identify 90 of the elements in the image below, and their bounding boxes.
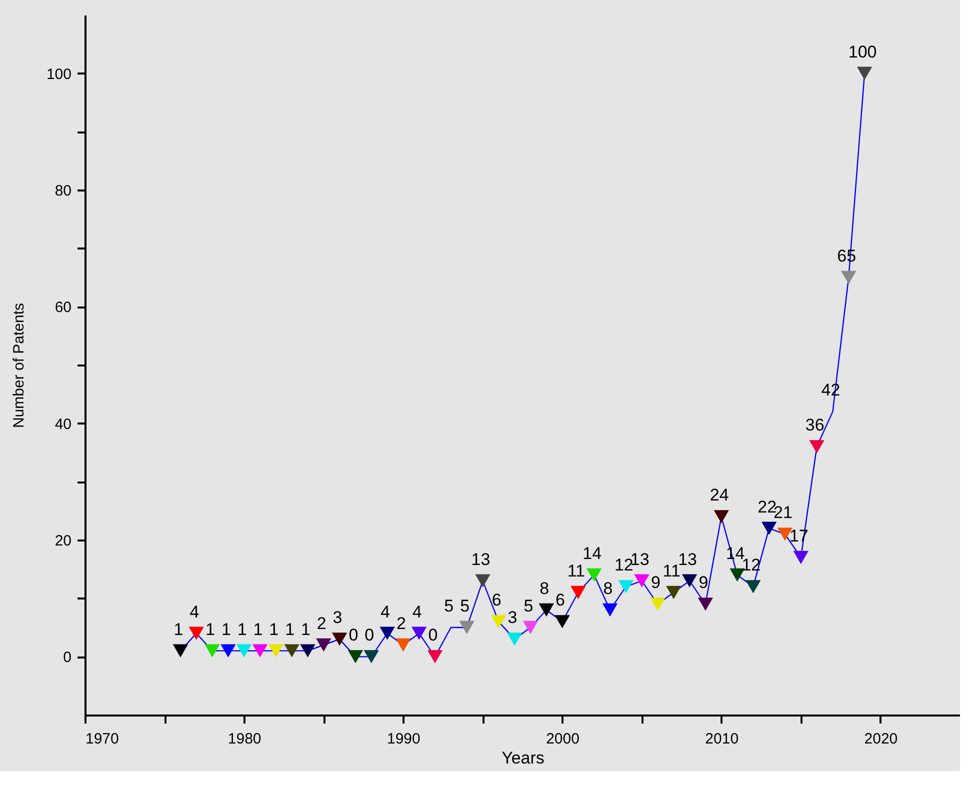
data-label: 0 (348, 626, 358, 645)
point (268, 644, 284, 658)
point (188, 626, 204, 640)
x-tick-label: 1990 (386, 730, 420, 748)
point (554, 615, 570, 628)
data-label: 8 (540, 579, 550, 598)
point (586, 568, 602, 582)
data-label: 2 (316, 614, 326, 633)
point (570, 586, 586, 600)
x-tick-label: 2010 (705, 730, 739, 748)
data-label: 13 (678, 550, 698, 569)
point (841, 270, 856, 284)
data-label: 1 (206, 620, 216, 639)
point (506, 632, 522, 646)
data-label: 13 (471, 550, 490, 569)
y-tick-label: 60 (54, 299, 72, 316)
point (730, 568, 745, 582)
point (364, 650, 379, 664)
data-label: 6 (556, 590, 566, 610)
point (618, 580, 634, 594)
data-label: 1 (300, 620, 310, 639)
point (538, 603, 554, 617)
point (856, 66, 872, 80)
y-tick-label: 80 (54, 182, 72, 200)
point (380, 626, 395, 640)
point (236, 644, 252, 658)
point (522, 620, 538, 634)
y-tick-label: 20 (54, 532, 72, 550)
point (602, 603, 618, 617)
data-label: 11 (567, 562, 586, 580)
point (793, 550, 808, 564)
point (316, 638, 332, 652)
x-tick-label: 1970 (86, 730, 119, 748)
point (714, 510, 729, 524)
point (666, 586, 682, 600)
point (459, 620, 474, 634)
point (300, 644, 316, 658)
point (650, 598, 666, 611)
data-label: 1 (237, 620, 247, 639)
x-tick-label: 1980 (228, 730, 262, 748)
data-label: 0 (364, 626, 374, 645)
y-tick-label: 0 (63, 649, 72, 666)
point (491, 615, 506, 628)
data-label: 0 (428, 626, 438, 645)
data-label: 9 (650, 573, 660, 592)
data-label: 36 (805, 416, 824, 435)
data-label: 8 (603, 579, 613, 598)
y-axis-title: Number of Patents (10, 302, 28, 428)
point (682, 574, 698, 588)
data-label: 3 (508, 608, 518, 628)
point (252, 644, 268, 658)
point (746, 580, 761, 594)
point (220, 644, 236, 658)
point (634, 574, 650, 588)
data-label: 5 (444, 596, 454, 616)
data-label: 6 (492, 590, 502, 610)
point (332, 632, 348, 646)
data-label: 3 (332, 608, 342, 628)
point (809, 440, 824, 454)
data-label: 5 (524, 596, 534, 616)
data-label: 4 (190, 602, 200, 622)
data-label: 1 (269, 620, 279, 639)
data-label: 4 (380, 602, 390, 622)
data-label: 11 (662, 562, 680, 580)
data-label: 9 (698, 573, 708, 592)
data-label: 1 (221, 620, 231, 639)
data-label: 24 (710, 486, 729, 505)
data-label: 14 (582, 544, 602, 563)
point (698, 598, 714, 611)
data-label: 1 (174, 620, 184, 639)
data-label: 1 (253, 620, 263, 639)
point (172, 644, 188, 658)
point (412, 626, 427, 640)
y-tick-label: 40 (54, 416, 72, 433)
data-label: 2 (396, 614, 406, 633)
data-label: 1 (285, 620, 295, 639)
point (204, 644, 220, 658)
point (427, 650, 443, 664)
point (284, 644, 300, 658)
y-tick-label: 100 (46, 66, 72, 83)
point (475, 574, 490, 588)
point (348, 650, 364, 664)
x-tick-label: 2000 (546, 730, 580, 748)
point (396, 638, 411, 652)
data-label: 4 (412, 602, 422, 622)
x-axis-title: Years (502, 748, 544, 768)
point (762, 522, 777, 535)
data-label: 100 (848, 42, 877, 62)
x-tick-label: 2020 (864, 730, 898, 748)
data-label: 5 (460, 596, 470, 616)
